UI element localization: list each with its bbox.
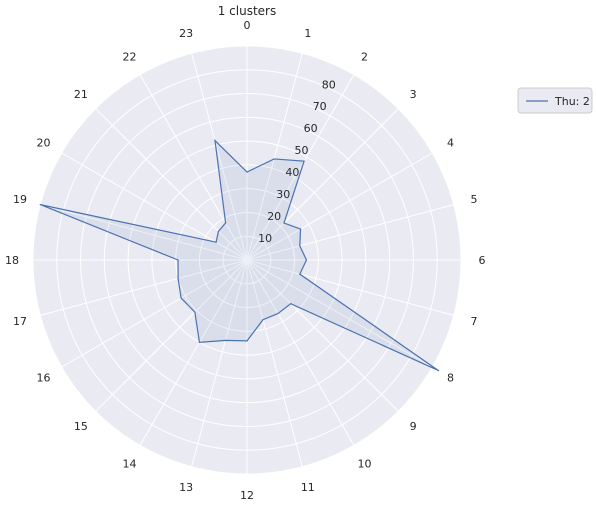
angular-tick-label: 8 — [447, 372, 454, 385]
data-point — [198, 341, 201, 343]
angular-tick-label: 19 — [13, 193, 27, 206]
data-point — [305, 259, 308, 261]
angular-tick-label: 23 — [179, 27, 193, 40]
angular-gridline — [95, 108, 248, 261]
radial-tick-label: 20 — [267, 210, 281, 223]
radial-tick-label: 10 — [258, 232, 272, 245]
angular-tick-label: 0 — [244, 19, 251, 32]
angular-tick-label: 20 — [36, 137, 50, 150]
angular-gridline — [139, 259, 248, 446]
angular-gridline — [246, 259, 433, 368]
angular-tick-label: 12 — [240, 489, 254, 502]
data-point — [437, 369, 440, 372]
data-point — [177, 259, 179, 261]
angular-tick-label: 2 — [361, 50, 368, 63]
radial-tick-labels: 10 20 30 40 50 60 70 80 — [258, 78, 336, 245]
data-point — [246, 340, 248, 342]
angular-tick-label: 1 — [304, 27, 311, 40]
data-point — [299, 245, 301, 247]
angular-tick-label: 10 — [358, 458, 372, 471]
angular-tick-label: 9 — [410, 420, 417, 433]
angular-tick-label: 21 — [74, 88, 88, 101]
data-point — [299, 273, 301, 275]
angular-gridline — [246, 152, 433, 261]
data-point — [215, 241, 217, 243]
angular-tick-label: 22 — [123, 50, 137, 63]
angular-tick-label: 6 — [479, 254, 486, 267]
angular-tick-label: 5 — [470, 193, 477, 206]
angular-gridline — [246, 259, 355, 446]
angular-gridline — [246, 53, 303, 261]
data-point — [225, 222, 227, 224]
data-point — [283, 222, 285, 224]
data-point — [194, 311, 196, 313]
radial-tick-label: 80 — [322, 78, 336, 91]
angular-gridlines — [33, 46, 461, 474]
data-point — [224, 339, 227, 341]
data-point — [299, 228, 302, 230]
chart-title: 1 clusters — [218, 4, 277, 18]
angular-gridline — [95, 259, 248, 412]
angular-gridline — [246, 259, 399, 412]
angular-gridline — [191, 259, 248, 467]
angular-gridline — [40, 204, 248, 261]
angular-tick-label: 15 — [74, 420, 88, 433]
data-point — [246, 171, 248, 173]
legend-label: Thu: 2 — [554, 95, 590, 108]
angular-gridline — [246, 204, 454, 261]
angular-tick-label: 17 — [13, 315, 27, 328]
angular-gridline — [246, 259, 454, 316]
series-area — [40, 140, 439, 371]
data-point — [217, 230, 220, 233]
data-point — [277, 312, 279, 315]
data-point — [39, 204, 41, 206]
radial-tick-label: 60 — [304, 122, 318, 135]
data-point — [177, 277, 179, 280]
radial-tick-label: 70 — [313, 100, 327, 113]
angular-tick-label: 4 — [447, 137, 454, 150]
data-point — [303, 160, 305, 162]
data-point — [214, 139, 216, 142]
angular-tick-label: 13 — [179, 481, 193, 494]
angular-gridline — [246, 259, 303, 467]
angular-gridline — [246, 108, 399, 261]
angular-tick-label: 3 — [410, 88, 417, 101]
series-layer — [39, 138, 440, 372]
angular-gridline — [40, 259, 248, 316]
angular-gridline — [139, 74, 248, 261]
angular-gridline — [61, 259, 248, 368]
angular-tick-label: 11 — [301, 481, 315, 494]
data-point — [273, 158, 275, 160]
legend: Thu: 2 — [517, 87, 593, 114]
angular-tick-label: 16 — [36, 372, 50, 385]
angular-tick-label: 14 — [123, 458, 137, 471]
legend-box — [517, 87, 593, 114]
radial-tick-label: 30 — [276, 188, 290, 201]
angular-tick-label: 7 — [470, 315, 477, 328]
data-point — [262, 319, 264, 321]
angular-tick-label: 18 — [5, 254, 19, 267]
angular-gridline — [246, 74, 355, 261]
data-point — [290, 303, 292, 305]
angular-gridline — [191, 53, 248, 261]
radial-tick-label: 40 — [285, 166, 299, 179]
radial-tick-label: 50 — [294, 144, 308, 157]
data-point — [180, 297, 182, 299]
